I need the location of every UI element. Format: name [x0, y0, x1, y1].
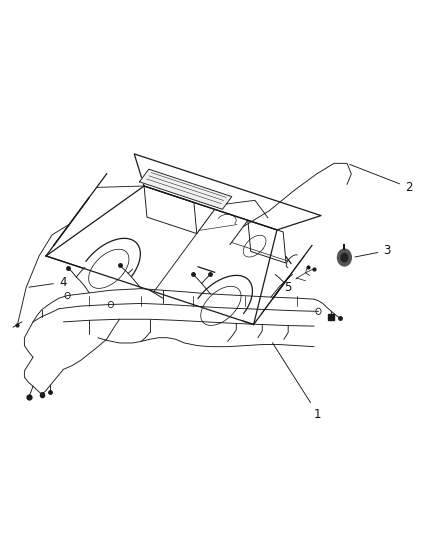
Text: 4: 4	[29, 276, 67, 289]
Circle shape	[338, 249, 351, 266]
Text: 1: 1	[272, 343, 321, 421]
Text: 5: 5	[284, 278, 297, 294]
Polygon shape	[139, 169, 232, 209]
Polygon shape	[46, 186, 277, 325]
Polygon shape	[134, 154, 321, 230]
Circle shape	[341, 253, 348, 262]
Text: 2: 2	[350, 164, 413, 194]
Text: 3: 3	[355, 244, 391, 257]
